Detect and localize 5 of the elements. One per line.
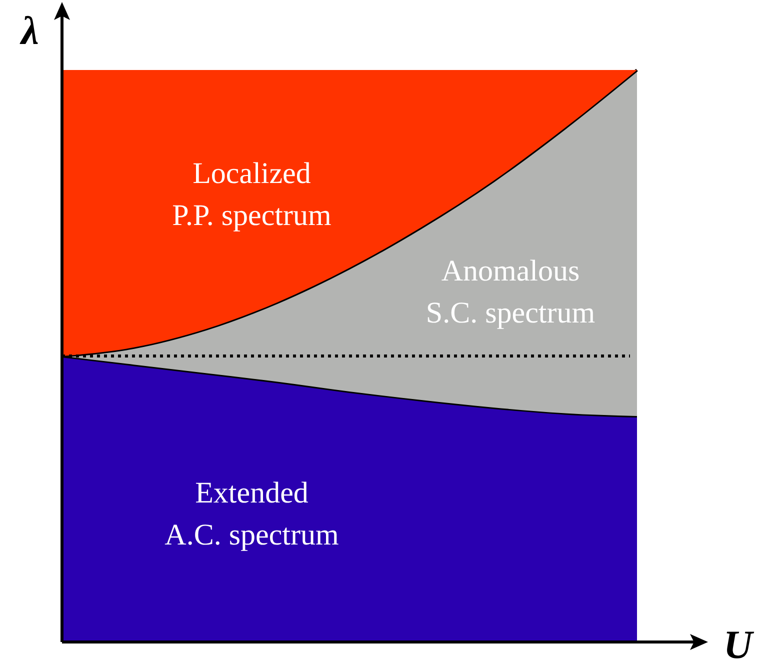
series-label: Extended A.C. spectrum	[164, 476, 339, 552]
series-label: Anomalous S.C. spectrum	[426, 254, 596, 330]
x-axis-title: U	[724, 622, 755, 664]
series-label: Localized P.P. spectrum	[172, 156, 332, 232]
y-axis-title: λ	[19, 8, 39, 53]
